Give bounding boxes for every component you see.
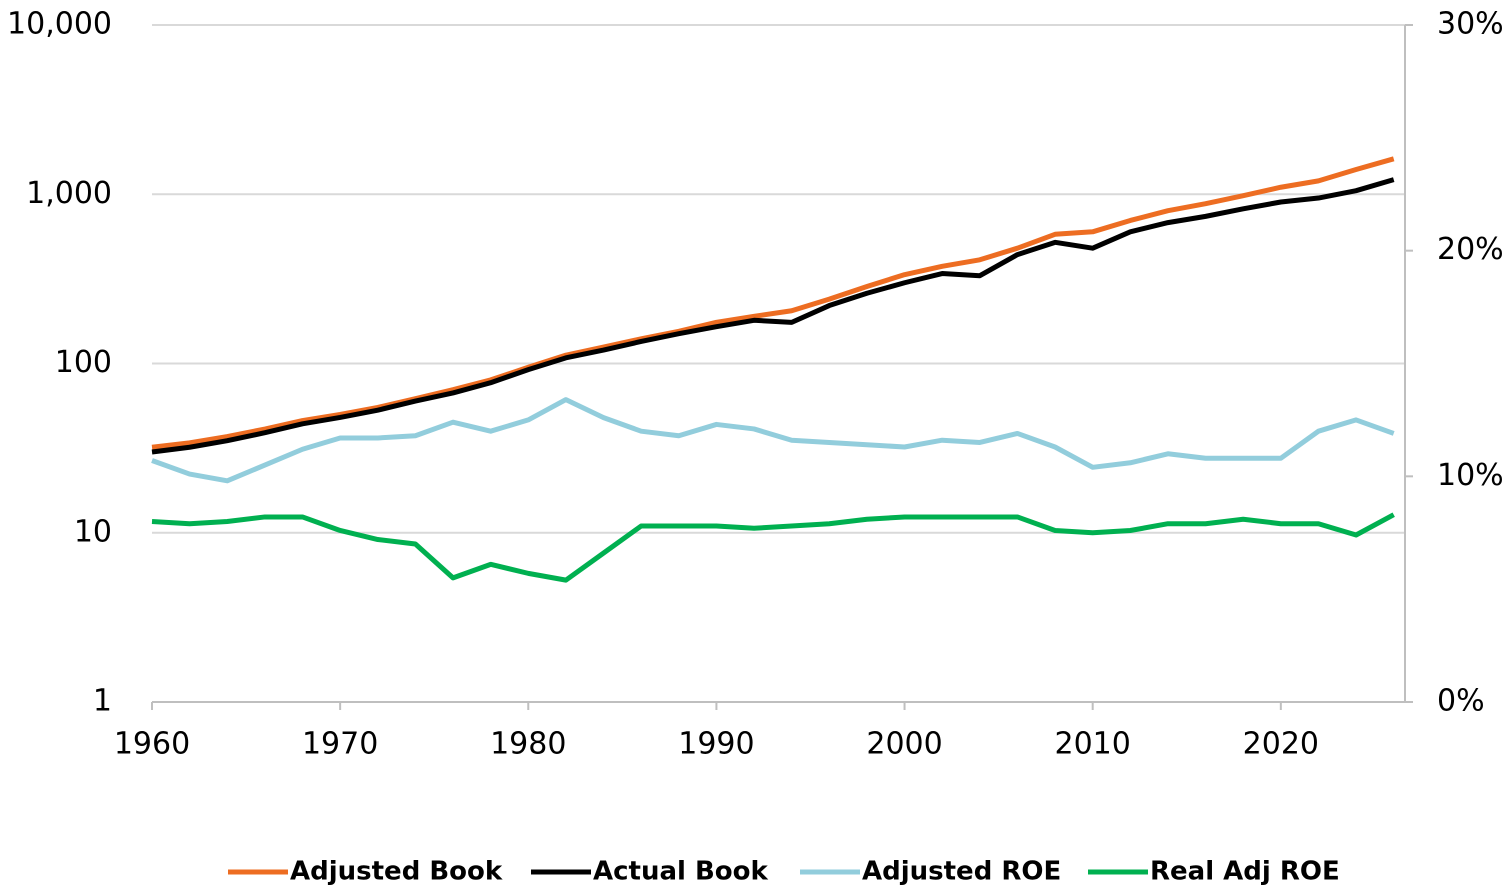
y-tick-label: 10: [74, 514, 112, 549]
legend-label: Adjusted ROE: [862, 857, 1061, 887]
x-tick-label: 1970: [302, 727, 378, 762]
y2-tick-label: 20%: [1437, 232, 1504, 267]
series-line: [151, 512, 1395, 583]
y2-tick-label: 0%: [1437, 684, 1485, 719]
x-tick-label: 1960: [114, 727, 190, 762]
x-tick-label: 2020: [1243, 727, 1319, 762]
x-tick-label: 1980: [490, 727, 566, 762]
y-tick-label: 1,000: [26, 176, 112, 211]
series-line: [151, 177, 1395, 455]
x-tick-label: 1990: [678, 727, 754, 762]
y-tick-label: 10,000: [7, 7, 112, 42]
y-tick-label: 1: [93, 684, 112, 719]
y2-tick-label: 30%: [1437, 7, 1504, 42]
legend-label: Adjusted Book: [290, 857, 503, 887]
series-line: [151, 397, 1395, 484]
x-tick-label: 2000: [866, 727, 942, 762]
x-tick-label: 2010: [1055, 727, 1131, 762]
legend-label: Actual Book: [593, 857, 769, 887]
y-tick-label: 100: [55, 345, 112, 380]
legend-label: Real Adj ROE: [1150, 857, 1340, 887]
y2-tick-label: 10%: [1437, 458, 1504, 493]
series-line: [151, 156, 1395, 450]
